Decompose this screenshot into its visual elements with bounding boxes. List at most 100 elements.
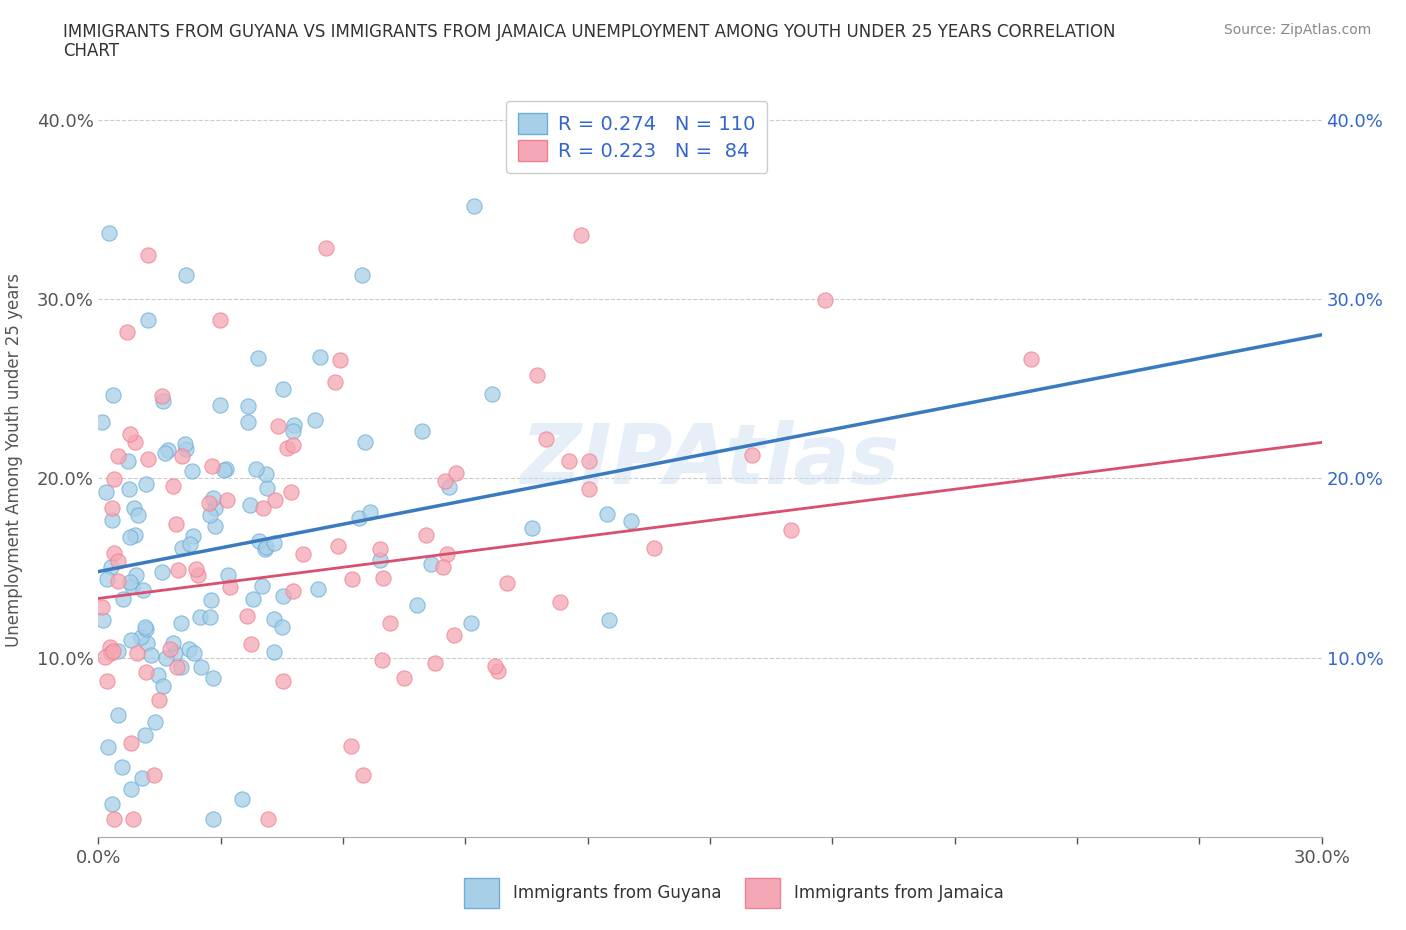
Point (98, 225, 121, 240)
Point (436, 547, 458, 562)
Point (204, 500, 226, 515)
Point (190, 659, 212, 674)
Point (94, 650, 117, 665)
Point (183, 645, 205, 660)
Point (254, 467, 277, 482)
Point (548, 594, 571, 609)
Point (340, 738, 363, 753)
Point (263, 612, 285, 627)
Point (236, 414, 259, 429)
Point (162, 635, 184, 650)
Point (127, 645, 149, 660)
Point (201, 812, 224, 827)
Point (107, 644, 129, 658)
Point (359, 505, 381, 520)
Point (200, 507, 222, 522)
Point (486, 663, 509, 678)
Point (378, 616, 401, 631)
Text: Source: ZipAtlas.com: Source: ZipAtlas.com (1223, 23, 1371, 37)
Point (91, 612, 114, 627)
Text: Immigrants from Jamaica: Immigrants from Jamaica (794, 884, 1004, 902)
Point (814, 292, 837, 307)
Point (153, 445, 176, 460)
Point (308, 350, 330, 365)
Point (283, 423, 305, 438)
Point (96, 674, 118, 689)
Point (254, 541, 277, 556)
Point (569, 228, 592, 243)
Point (122, 812, 145, 827)
Point (174, 268, 197, 283)
Point (115, 325, 138, 339)
Point (135, 621, 157, 636)
Point (98, 640, 121, 655)
Point (134, 727, 156, 742)
Point (198, 496, 221, 511)
Point (129, 630, 152, 644)
Point (91, 600, 114, 615)
Point (350, 267, 373, 282)
Point (131, 771, 153, 786)
Point (172, 540, 194, 555)
Point (219, 579, 242, 594)
FancyBboxPatch shape (745, 878, 780, 908)
Point (520, 521, 543, 536)
Point (179, 537, 201, 551)
Point (595, 507, 617, 522)
Point (392, 671, 415, 686)
Point (200, 458, 222, 473)
Point (159, 642, 181, 657)
Point (124, 527, 146, 542)
Point (118, 427, 141, 442)
Point (187, 567, 209, 582)
Point (120, 781, 142, 796)
Point (136, 247, 159, 262)
Point (136, 312, 159, 327)
FancyBboxPatch shape (464, 878, 499, 908)
Point (247, 534, 270, 549)
Point (170, 659, 193, 674)
Point (150, 389, 173, 404)
Point (283, 437, 305, 452)
Point (246, 351, 269, 365)
Point (463, 198, 485, 213)
Point (273, 381, 295, 396)
Point (271, 619, 294, 634)
Point (245, 461, 267, 476)
Point (371, 653, 394, 668)
Point (271, 673, 294, 688)
Point (495, 576, 517, 591)
Point (280, 485, 302, 499)
Point (134, 619, 156, 634)
Point (177, 642, 200, 657)
Point (165, 516, 187, 531)
Point (148, 692, 170, 707)
Point (434, 474, 457, 489)
Point (235, 608, 257, 623)
Point (291, 547, 314, 562)
Point (181, 528, 204, 543)
Point (370, 541, 392, 556)
Point (325, 375, 347, 390)
Point (186, 562, 208, 577)
Point (135, 664, 157, 679)
Point (204, 519, 226, 534)
Point (329, 352, 352, 367)
Point (94, 485, 117, 499)
Point (127, 508, 149, 523)
Point (103, 644, 125, 658)
Point (136, 636, 159, 651)
Point (139, 647, 162, 662)
Point (326, 538, 349, 553)
Point (91, 414, 114, 429)
Point (598, 612, 620, 627)
Point (155, 651, 177, 666)
Point (107, 553, 129, 568)
Point (238, 398, 260, 413)
Point (103, 546, 125, 561)
Point (239, 498, 262, 512)
Point (107, 449, 129, 464)
Point (307, 581, 329, 596)
Point (97, 739, 120, 754)
Point (180, 463, 202, 478)
